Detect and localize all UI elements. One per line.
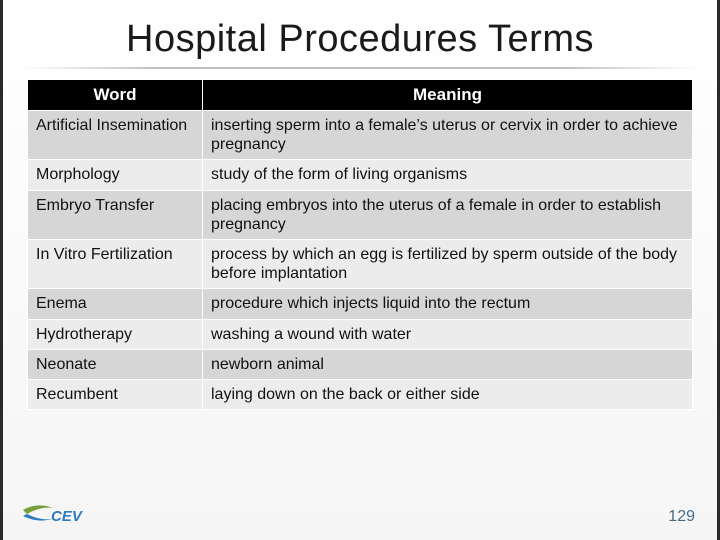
term-meaning: procedure which injects liquid into the … (203, 289, 693, 319)
term-meaning: placing embryos into the uterus of a fem… (203, 190, 693, 239)
table-header-row: Word Meaning (28, 80, 693, 111)
table-row: Neonate newborn animal (28, 349, 693, 379)
table-row: Enema procedure which injects liquid int… (28, 289, 693, 319)
table-row: Hydrotherapy washing a wound with water (28, 319, 693, 349)
slide: Hospital Procedures Terms Word Meaning A… (0, 0, 720, 540)
page-number: 129 (668, 508, 695, 526)
term-meaning: study of the form of living organisms (203, 160, 693, 190)
term-meaning: newborn animal (203, 349, 693, 379)
term-meaning: inserting sperm into a female’s uterus o… (203, 111, 693, 160)
terms-table: Word Meaning Artificial Insemination ins… (27, 79, 693, 410)
term-word: Morphology (28, 160, 203, 190)
term-word: Neonate (28, 349, 203, 379)
logo-icon: CEV (21, 500, 87, 528)
term-meaning: washing a wound with water (203, 319, 693, 349)
table-row: Morphology study of the form of living o… (28, 160, 693, 190)
page-title: Hospital Procedures Terms (3, 0, 717, 67)
table-row: Recumbent laying down on the back or eit… (28, 379, 693, 409)
term-word: Embryo Transfer (28, 190, 203, 239)
term-word: In Vitro Fertilization (28, 239, 203, 288)
term-word: Enema (28, 289, 203, 319)
table-row: Embryo Transfer placing embryos into the… (28, 190, 693, 239)
col-header-word: Word (28, 80, 203, 111)
term-word: Recumbent (28, 379, 203, 409)
title-underline (23, 67, 697, 69)
table-row: Artificial Insemination inserting sperm … (28, 111, 693, 160)
term-meaning: laying down on the back or either side (203, 379, 693, 409)
cev-logo: CEV (21, 500, 87, 528)
term-meaning: process by which an egg is fertilized by… (203, 239, 693, 288)
logo-text: CEV (51, 508, 84, 525)
col-header-meaning: Meaning (203, 80, 693, 111)
term-word: Artificial Insemination (28, 111, 203, 160)
table-row: In Vitro Fertilization process by which … (28, 239, 693, 288)
terms-table-wrap: Word Meaning Artificial Insemination ins… (3, 79, 717, 410)
term-word: Hydrotherapy (28, 319, 203, 349)
